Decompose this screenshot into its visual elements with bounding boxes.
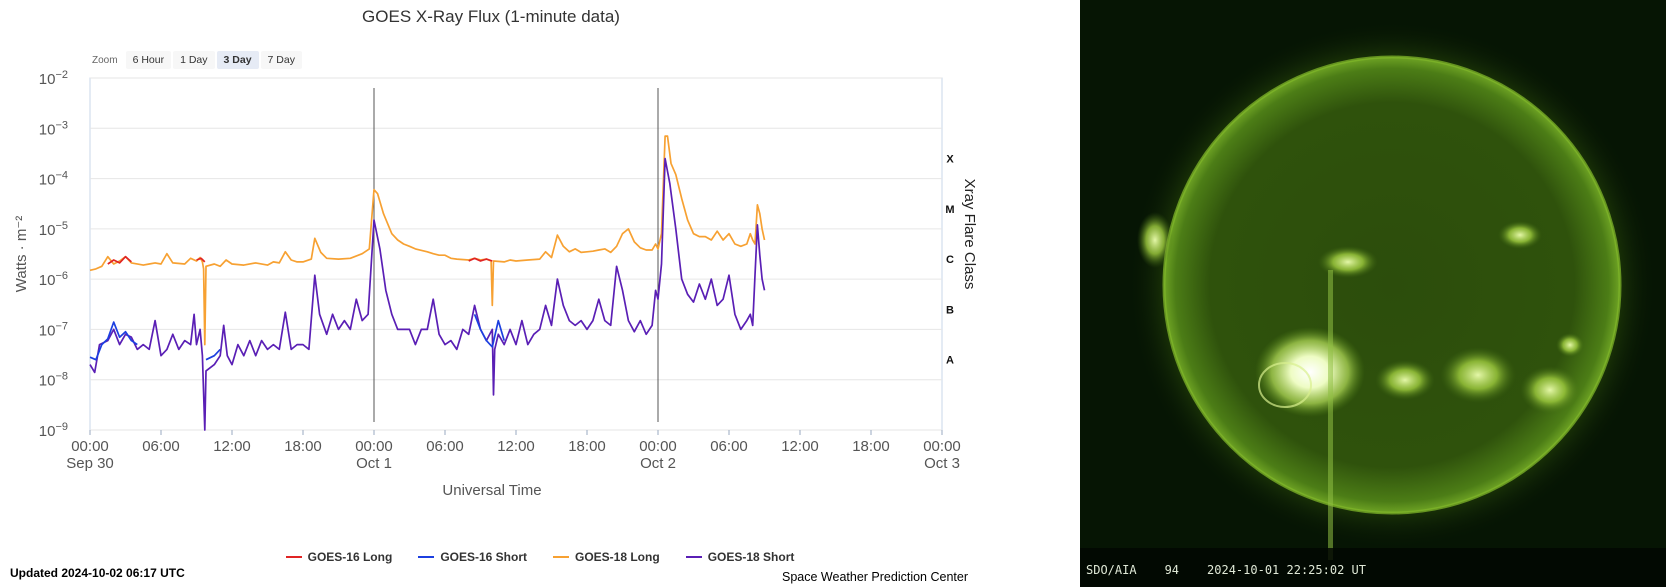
legend-swatch (418, 556, 435, 558)
legend-item-goes-16-short[interactable]: GOES-16 Short (418, 550, 527, 564)
series-line-goes-16-short (473, 313, 506, 348)
updated-timestamp: Updated 2024-10-02 06:17 UTC (10, 566, 185, 580)
goes-xray-chart-panel: GOES X-Ray Flux (1-minute data) 10−2 10−3 1… (0, 7, 1080, 584)
sun-timestamp: 2024-10-01 22:25:02 UT (1207, 563, 1366, 577)
y-tick-label: 10−8 (39, 371, 68, 390)
series-line-goes-16-long (107, 255, 132, 265)
zoom-6-hour-button[interactable]: 6 Hour (125, 51, 172, 69)
x-tick-label: 00:00 (639, 438, 677, 455)
zoom-bar: Zoom 6 Hour 1 Day 3 Day 7 Day (92, 48, 302, 72)
credit-text: Space Weather Prediction Center (782, 570, 968, 584)
sun-limb (1162, 55, 1622, 515)
y-tick-label: 10−2 (39, 69, 68, 88)
legend-swatch (553, 556, 569, 558)
y-tick-label: 10−9 (39, 421, 68, 440)
x-date-label: Oct 1 (356, 455, 392, 472)
xray-flux-chart: GOES X-Ray Flux (1-minute data) 10−2 10−3 1… (13, 7, 978, 499)
x-date-label: Oct 2 (640, 455, 676, 472)
series-line-goes-16-short (89, 321, 138, 361)
active-region-main (1255, 327, 1365, 417)
active-region-northwest (1498, 221, 1542, 249)
series-line-goes-18-short (89, 157, 766, 431)
flare-class-label-a: A (946, 355, 954, 367)
legend-label: GOES-16 Short (440, 550, 527, 564)
x-tick-label: 12:00 (497, 438, 535, 455)
legend-item-goes-18-short[interactable]: GOES-18 Short (685, 550, 795, 564)
legend-label: GOES-18 Short (707, 550, 795, 564)
x-tick-label: 18:00 (568, 438, 606, 455)
legend-label: GOES-18 Long (575, 550, 660, 564)
active-region-east-limb (1137, 212, 1173, 268)
legend-item-goes-16-long[interactable]: GOES-16 Long (285, 550, 393, 564)
sdo-sun-image-panel: SDO/AIA 94 2024-10-01 22:25:02 UT (1080, 0, 1666, 587)
chart-legend: GOES-16 Long GOES-16 Short GOES-18 Long GOE… (0, 550, 1080, 564)
y-tick-label: 10−7 (39, 320, 68, 339)
y-tick-label: 10−5 (39, 220, 68, 239)
sun-image (1080, 0, 1666, 587)
active-region-southeast (1556, 333, 1584, 357)
zoom-1-day-button[interactable]: 1 Day (173, 51, 215, 69)
series-line-goes-16-short (205, 348, 221, 361)
x-axis-label: Universal Time (442, 482, 541, 499)
flare-class-label-m: M (945, 204, 954, 216)
series-line-goes-16-long (196, 257, 206, 263)
y-axis-label: Watts · m⁻² (13, 216, 30, 293)
active-region-loops (1258, 362, 1312, 408)
flare-class-label-x: X (946, 154, 954, 166)
flare-class-axis-label: Xray Flare Class (961, 179, 978, 290)
legend-swatch (285, 556, 302, 558)
x-tick-label: 06:00 (426, 438, 464, 455)
sun-disk (1164, 57, 1620, 513)
zoom-label: Zoom (92, 54, 118, 66)
sun-wavelength: 94 (1164, 563, 1180, 577)
y-tick-label: 10−6 (39, 270, 68, 289)
flare-class-label-c: C (946, 254, 954, 266)
x-date-label: Sep 30 (66, 455, 114, 472)
x-tick-label: 18:00 (852, 438, 890, 455)
sun-instrument: SDO/AIA (1086, 563, 1137, 577)
x-tick-label: 00:00 (923, 438, 961, 455)
active-region-north (1318, 246, 1378, 278)
plot-area (89, 77, 943, 431)
x-tick-label: 06:00 (142, 438, 180, 455)
active-region-mid (1440, 347, 1516, 403)
x-tick-label: 00:00 (355, 438, 393, 455)
active-region-center (1375, 360, 1435, 400)
series-line-goes-18-long (89, 135, 766, 346)
legend-label: GOES-16 Long (307, 550, 393, 564)
series-line-goes-16-long (468, 257, 493, 262)
x-date-label: Oct 3 (924, 455, 960, 472)
legend-swatch (685, 556, 702, 558)
x-tick-label: 00:00 (71, 438, 109, 455)
x-tick-label: 12:00 (213, 438, 251, 455)
active-region-west (1520, 366, 1580, 414)
x-tick-label: 06:00 (710, 438, 748, 455)
x-tick-label: 18:00 (284, 438, 322, 455)
x-tick-label: 12:00 (781, 438, 819, 455)
zoom-3-day-button[interactable]: 3 Day (216, 51, 259, 69)
legend-item-goes-18-long[interactable]: GOES-18 Long (553, 550, 660, 564)
y-tick-label: 10−3 (39, 119, 68, 138)
chart-title: GOES X-Ray Flux (1-minute data) (362, 7, 620, 26)
flare-class-label-b: B (946, 304, 954, 316)
zoom-7-day-button[interactable]: 7 Day (260, 51, 302, 69)
sun-image-caption: SDO/AIA 94 2024-10-01 22:25:02 UT (1086, 563, 1394, 577)
saturation-bleed-streak (1328, 270, 1333, 560)
y-tick-label: 10−4 (39, 170, 68, 189)
